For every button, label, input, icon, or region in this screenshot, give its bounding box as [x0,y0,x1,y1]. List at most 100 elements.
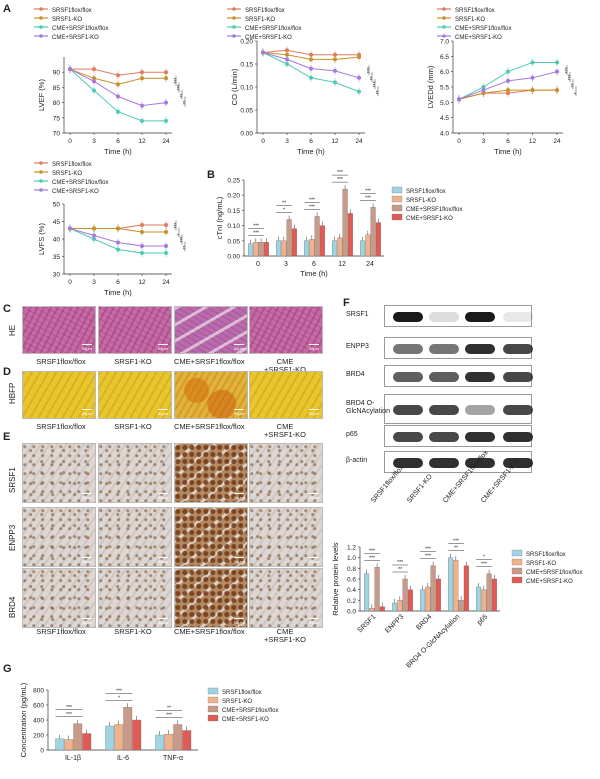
band [393,405,423,415]
x-tick-label: 0 [457,138,461,145]
row-label-ENPP3: ENPP3 [8,524,17,551]
sig-label: *** [337,170,343,176]
sig-label: * [118,695,120,701]
data-point [116,82,120,87]
data-point [92,226,96,231]
he-image: 50μm [174,306,248,354]
scale-bar [158,557,168,558]
legend-swatch [207,687,219,695]
bar-BRD4-SRSF1-KO [425,586,431,612]
y-axis-label: LVEF (%) [37,79,46,111]
legend-label: SRSF1-KO [455,17,485,23]
x-tick-label: 3 [92,279,96,286]
x-tick-label: SRSF1 [357,613,378,634]
data-point [92,233,96,238]
bar-p65-SRSF1flox/flox [476,586,482,612]
bar-IL-6-CME+SRSF1-KO [132,719,142,751]
bar-BRD4-CME+SRSF1flox/flox [430,565,436,612]
panel-letters: A B C D E F G [3,3,350,675]
legend-marker [39,161,43,165]
x-tick-label: 6 [506,138,510,145]
legend-label: SRSF1flox/flox [406,189,446,195]
data-point [164,70,168,75]
scale-bar [82,493,92,494]
y-tick-label: 0.0 [347,609,356,616]
bar-IL-1β-SRSF1flox/flox [55,738,65,751]
panel-letter-F: F [343,297,350,309]
legend-label: CME+SRSF1flox/flox [245,26,302,32]
hbfp-image: 50μm [249,371,323,419]
y-axis-label: Concentration (pg/mL) [19,682,28,757]
data-point [285,52,289,57]
bar-IL-6-SRSF1flox/flox [105,725,115,751]
data-point [164,244,168,248]
sig-label: *** [453,539,459,545]
data-point [333,68,337,73]
scale-bar [309,618,319,619]
group-label: +SRSF1-KO [264,635,306,644]
sig-label: *** [369,548,375,554]
data-point [116,240,120,245]
y-tick-label: 35 [53,254,61,261]
row-label-HBFP: HBFP [8,382,17,404]
data-point [285,57,289,62]
bar-IL-1β-SRSF1-KO [64,739,74,751]
y-axis-label: CO (L/min) [230,68,239,105]
y-axis-label: cTnI (ng/mL) [215,196,224,239]
scale-bar [309,344,319,345]
sig-label: *** [177,85,183,91]
band [503,372,533,382]
blot-strip-SRSF1 [384,305,533,327]
legend-label: CME+SRSF1-KO [406,216,453,222]
data-point [140,70,144,75]
ihc-image: 50μm [22,568,96,628]
sig-label: ** [398,567,402,573]
y-tick-label: 40 [53,237,61,244]
x-tick-label: 0 [68,279,72,286]
blot-label-SRSF1: SRSF1 [346,311,369,318]
legend-label: CME+SRSF1-KO [245,35,292,41]
x-tick-label: 24 [355,138,363,145]
data-point [333,52,337,57]
data-point [140,244,144,248]
data-point [164,230,168,234]
scale-bar [234,557,244,558]
sig-label: *** [367,67,373,73]
scale-bar [309,493,319,494]
scale-label: 50μm [233,411,244,416]
scale-bar [82,618,92,619]
data-point [506,88,510,93]
group-label: SRSF1flox/flox [36,357,86,366]
band [393,372,423,382]
x-tick-label: ENPP3 [384,613,405,634]
scale-bar [82,344,92,345]
scale-label: 50μm [308,411,319,416]
sig-label: *** [116,688,122,694]
legend-label: CME+SRSF1flox/flox [455,26,512,32]
he-image: 50μm [98,306,172,354]
band [503,405,533,415]
legend-label: SRSF1-KO [406,198,436,204]
y-tick-label: 0.15 [240,62,253,69]
bar-12-CME+SRSF1flox/flox [342,188,348,257]
scale-bar [158,618,168,619]
band [429,458,459,468]
y-tick-label: 6.0 [440,69,449,76]
y-tick-label: 1.0 [347,555,356,562]
legend-marker [39,25,43,29]
y-tick-label: 0.4 [347,587,356,594]
legend-swatch [207,705,219,713]
legend-label: CME+SRSF1-KO [526,579,573,585]
x-tick-label: 24 [553,138,561,145]
bar-0-SRSF1flox/flox [248,243,254,257]
y-tick-label: 1.2 [347,545,356,552]
x-tick-label: 12 [138,138,146,145]
x-tick-label: BRD4 O-GlcNAcylation [405,613,461,669]
legend-swatch [511,576,523,584]
sig-label: *** [166,713,172,719]
x-tick-label: 12 [331,138,339,145]
group-label: CME+SRSF1flox/flox [174,422,245,431]
data-point [116,94,120,99]
scale-label: 50μm [308,495,319,500]
bar-6-SRSF1flox/flox [304,240,310,257]
